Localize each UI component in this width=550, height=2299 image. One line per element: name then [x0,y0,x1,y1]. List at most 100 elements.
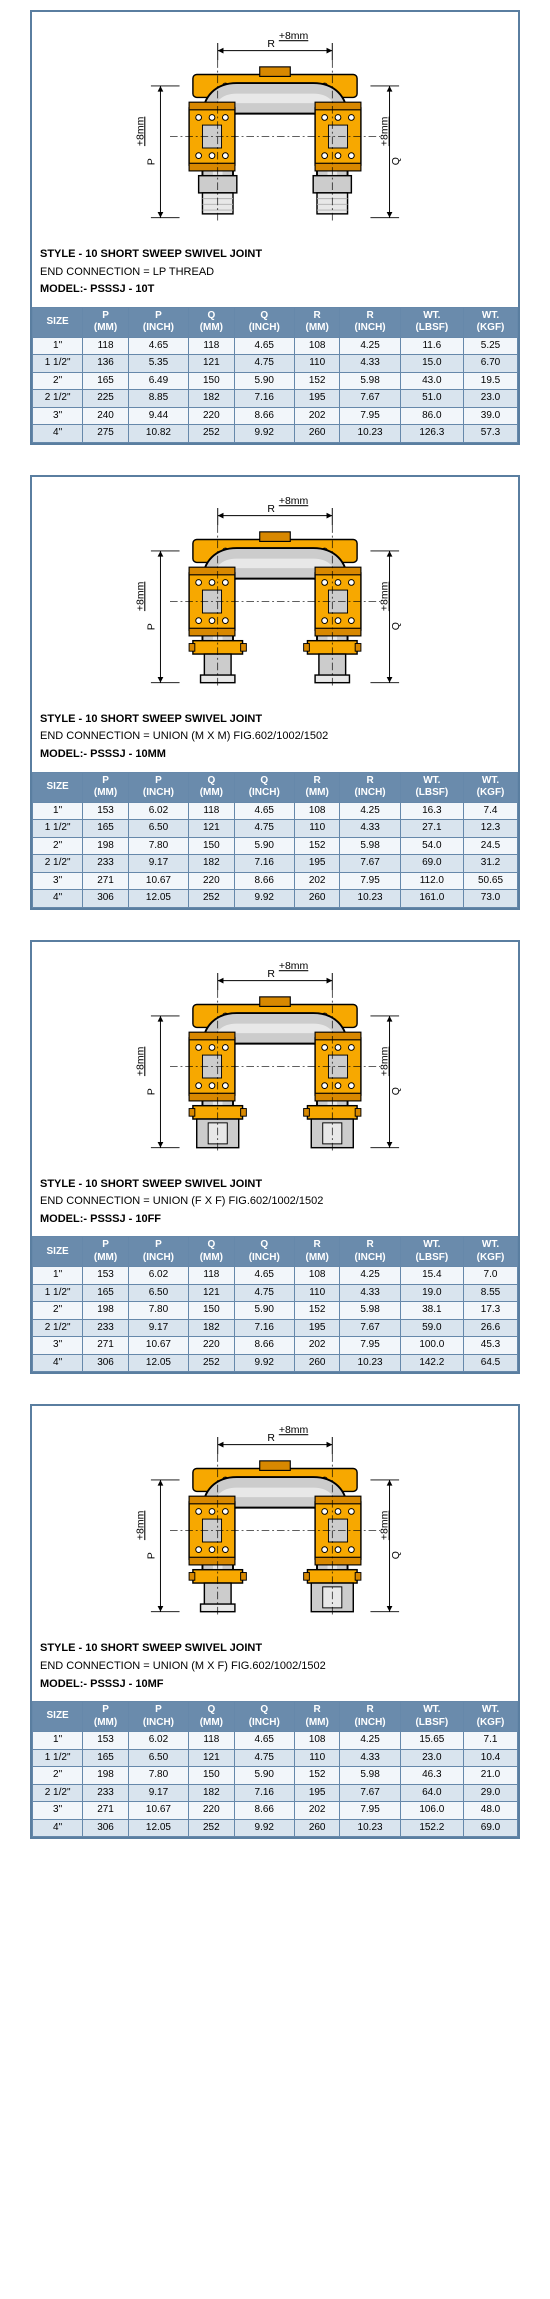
svg-text:P: P [146,623,158,630]
caption: STYLE - 10 SHORT SWEEP SWIVEL JOINT END … [32,1636,518,1701]
cell: 5.98 [340,1302,400,1320]
svg-text:P: P [146,1088,158,1095]
table-row: 3"27110.672208.662027.95100.045.3 [33,1337,518,1355]
cell: 9.92 [234,1819,294,1837]
cell: 10.23 [340,1354,400,1372]
swivel-diagram: R +8mm [42,22,508,232]
cell: 202 [294,1802,340,1820]
cell: 9.92 [234,890,294,908]
cell: 6.50 [128,1749,188,1767]
svg-text:+8mm: +8mm [134,581,146,611]
svg-text:Q: Q [390,1551,402,1559]
svg-text:P: P [146,158,158,165]
cell: 161.0 [400,890,463,908]
cell: 260 [294,890,340,908]
col-header: P(INCH) [128,772,188,802]
swivel-diagram: R +8mm [42,952,508,1162]
cell: 2 1/2" [33,390,83,408]
cell: 233 [83,855,129,873]
col-header: WT.(LBSF) [400,1237,463,1267]
cell: 152 [294,837,340,855]
cell: 64.5 [464,1354,518,1372]
cell: 9.17 [128,1784,188,1802]
cell: 233 [83,1319,129,1337]
col-header: R(MM) [294,772,340,802]
cell: 9.92 [234,1354,294,1372]
cell: 4" [33,890,83,908]
cell: 2" [33,1302,83,1320]
cell: 4" [33,425,83,443]
cell: 8.66 [234,1802,294,1820]
cell: 7.16 [234,390,294,408]
cell: 121 [189,1284,235,1302]
cell: 2 1/2" [33,1319,83,1337]
cell: 46.3 [400,1767,463,1785]
cell: 8.85 [128,390,188,408]
cell: 39.0 [464,407,518,425]
svg-text:+8mm: +8mm [379,581,391,611]
cell: 1" [33,802,83,820]
cell: 10.67 [128,872,188,890]
cell: 86.0 [400,407,463,425]
cell: 150 [189,1767,235,1785]
cell: 4.75 [234,355,294,373]
table-row: 2"1656.491505.901525.9843.019.5 [33,372,518,390]
svg-text:R: R [267,38,275,50]
cell: 10.67 [128,1802,188,1820]
cell: 220 [189,1337,235,1355]
table-row: 2 1/2"2258.851827.161957.6751.023.0 [33,390,518,408]
cell: 10.4 [464,1749,518,1767]
cell: 38.1 [400,1302,463,1320]
cell: 4.75 [234,1749,294,1767]
cell: 12.3 [464,820,518,838]
cell: 110 [294,1749,340,1767]
cell: 4.25 [340,337,400,355]
cell: 5.90 [234,1767,294,1785]
cell: 202 [294,1337,340,1355]
cell: 5.35 [128,355,188,373]
cell: 7.95 [340,1337,400,1355]
cell: 195 [294,390,340,408]
cell: 233 [83,1784,129,1802]
cell: 112.0 [400,872,463,890]
connection-line: END CONNECTION = UNION (F X F) FIG.602/1… [40,1193,510,1211]
cell: 24.5 [464,837,518,855]
col-header: R(INCH) [340,307,400,337]
cell: 7.67 [340,1784,400,1802]
table-row: 3"27110.672208.662027.95106.048.0 [33,1802,518,1820]
cell: 7.95 [340,1802,400,1820]
cell: 7.67 [340,855,400,873]
col-header: SIZE [33,1237,83,1267]
cell: 306 [83,1819,129,1837]
cell: 23.0 [400,1749,463,1767]
cell: 7.67 [340,1319,400,1337]
cell: 4.75 [234,1284,294,1302]
cell: 108 [294,337,340,355]
table-row: 1"1536.021184.651084.2515.657.1 [33,1732,518,1750]
cell: 17.3 [464,1302,518,1320]
cell: 3" [33,1802,83,1820]
cell: 2 1/2" [33,1784,83,1802]
col-header: Q(INCH) [234,1702,294,1732]
table-row: 2 1/2"2339.171827.161957.6764.029.0 [33,1784,518,1802]
cell: 182 [189,855,235,873]
cell: 9.92 [234,425,294,443]
cell: 69.0 [400,855,463,873]
cell: 29.0 [464,1784,518,1802]
cell: 7.16 [234,855,294,873]
cell: 252 [189,1354,235,1372]
cell: 7.95 [340,407,400,425]
cell: 8.66 [234,1337,294,1355]
svg-text:+8mm: +8mm [279,960,309,972]
cell: 7.1 [464,1732,518,1750]
cell: 8.66 [234,872,294,890]
cell: 252 [189,425,235,443]
cell: 7.95 [340,872,400,890]
spec-section: R +8mm [30,475,520,910]
cell: 195 [294,855,340,873]
cell: 10.23 [340,425,400,443]
cell: 6.50 [128,820,188,838]
col-header: P(INCH) [128,307,188,337]
cell: 182 [189,1784,235,1802]
spec-section: R +8mm [30,10,520,445]
